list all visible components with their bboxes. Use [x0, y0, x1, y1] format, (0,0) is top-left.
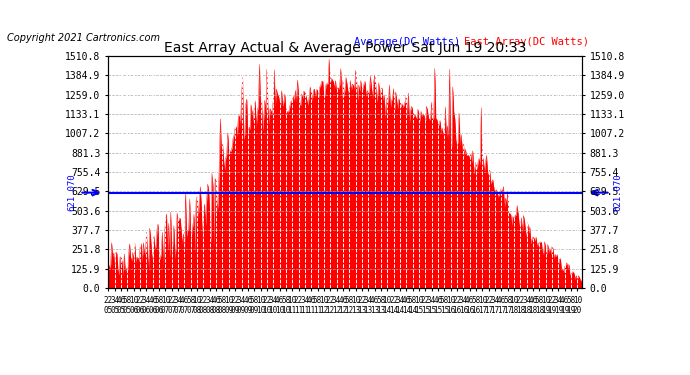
- Text: Average(DC Watts): Average(DC Watts): [355, 37, 461, 47]
- Text: Copyright 2021 Cartronics.com: Copyright 2021 Cartronics.com: [7, 33, 160, 43]
- Title: East Array Actual & Average Power Sat Jun 19 20:33: East Array Actual & Average Power Sat Ju…: [164, 41, 526, 55]
- Text: East Array(DC Watts): East Array(DC Watts): [464, 37, 589, 47]
- Text: 621.070: 621.070: [68, 174, 77, 211]
- Text: 621.070: 621.070: [613, 174, 622, 211]
